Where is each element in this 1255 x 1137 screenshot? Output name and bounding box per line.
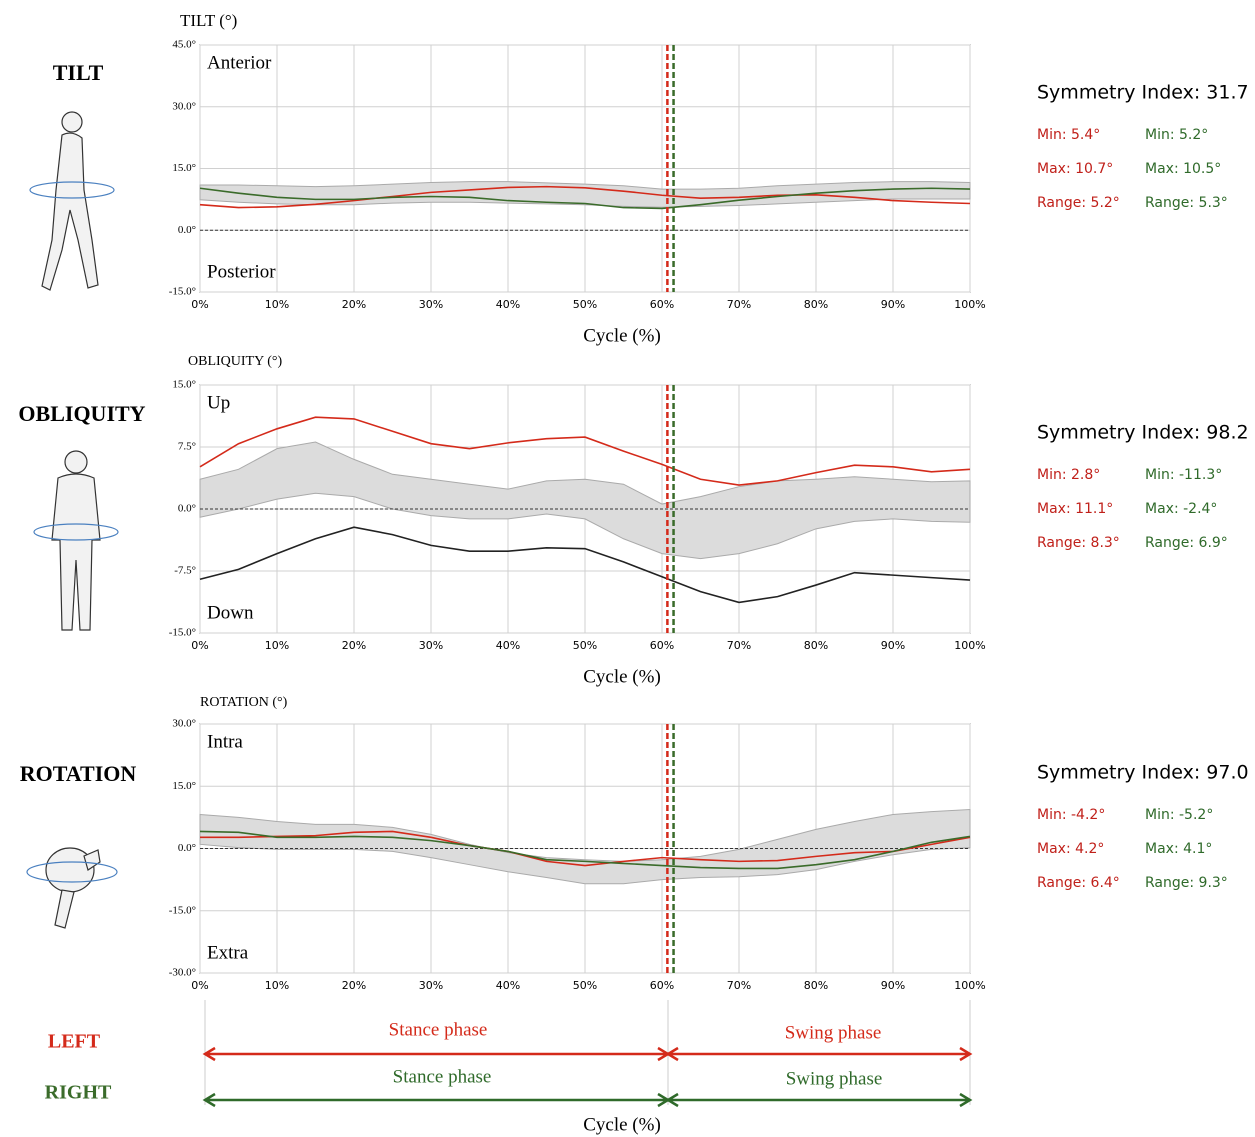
left-stat: Range: 8.3° [1037,535,1120,551]
left-stat: Min: 2.8° [1037,467,1100,483]
x-tick-label: 10% [265,298,289,311]
right-stat: Min: 5.2° [1145,127,1208,143]
x-tick-label: 20% [342,639,366,652]
x-tick-label: 40% [496,639,520,652]
y-tick-label: 0.0° [178,503,196,515]
x-tick-label: 0% [191,979,208,992]
panel-label: TILT [53,60,104,85]
x-tick-label: 40% [496,979,520,992]
x-tick-label: 50% [573,298,597,311]
left-label: LEFT [48,1031,101,1053]
x-tick-label: 30% [419,639,443,652]
left-stat: Range: 5.2° [1037,195,1120,211]
y-tick-label: 15.0° [172,162,196,174]
phase-label: Stance phase [389,1019,488,1040]
x-tick-label: 80% [804,979,828,992]
panel-label: ROTATION [20,761,137,786]
right-stat: Max: 4.1° [1145,841,1212,857]
x-axis-label: Cycle (%) [583,1114,661,1135]
x-tick-label: 70% [727,298,751,311]
symmetry-index: Symmetry Index: 31.7 [1037,82,1249,104]
left-stat: Range: 6.4° [1037,875,1120,891]
y-tick-label: 15.0° [172,379,196,391]
right-stat: Range: 6.9° [1145,535,1228,551]
x-tick-label: 0% [191,639,208,652]
left-stat: Max: 4.2° [1037,841,1104,857]
x-tick-label: 50% [573,639,597,652]
x-tick-label: 60% [650,979,674,992]
x-tick-label: 20% [342,979,366,992]
annotation: Up [207,392,230,413]
left-stat: Min: -4.2° [1037,807,1105,823]
phase-label: Swing phase [786,1068,883,1089]
x-tick-label: 70% [727,639,751,652]
x-tick-label: 30% [419,979,443,992]
x-tick-label: 90% [881,298,905,311]
y-tick-label: 0.0° [178,224,196,236]
x-tick-label: 100% [954,979,985,992]
x-tick-label: 90% [881,639,905,652]
x-tick-label: 90% [881,979,905,992]
right-stat: Min: -11.3° [1145,467,1222,483]
x-tick-label: 50% [573,979,597,992]
y-tick-label: 15.0° [172,780,196,792]
walking-figure [30,112,114,290]
x-axis-label: Cycle (%) [583,666,661,687]
chart-title: OBLIQUITY (°) [188,354,282,369]
annotation: Anterior [207,52,272,73]
right-stat: Range: 9.3° [1145,875,1228,891]
x-tick-label: 60% [650,298,674,311]
chart-title: ROTATION (°) [200,695,288,710]
annotation: Intra [207,731,243,752]
x-tick-label: 40% [496,298,520,311]
y-tick-label: 30.0° [172,718,196,730]
right-stat: Min: -5.2° [1145,807,1213,823]
left-stat: Max: 11.1° [1037,501,1113,517]
x-tick-label: 80% [804,298,828,311]
figure: TILT OBLIQUITY ROTATION LEFT RIGHT Stanc… [0,0,1255,1137]
right-stat: Range: 5.3° [1145,195,1228,211]
x-tick-label: 100% [954,298,985,311]
x-tick-label: 30% [419,298,443,311]
x-tick-label: 10% [265,639,289,652]
x-tick-label: 60% [650,639,674,652]
symmetry-index: Symmetry Index: 97.0 [1037,762,1249,784]
phase-diagram [205,1000,970,1106]
y-tick-label: -15.0° [169,904,196,916]
x-tick-label: 100% [954,639,985,652]
x-tick-label: 20% [342,298,366,311]
annotation: Down [207,602,254,623]
x-axis-label: Cycle (%) [583,325,661,346]
symmetry-index: Symmetry Index: 98.2 [1037,422,1249,444]
x-tick-label: 80% [804,639,828,652]
standing-figure [34,451,118,630]
y-tick-label: 0.0° [178,842,196,854]
left-stat: Min: 5.4° [1037,127,1100,143]
phase-label: Swing phase [785,1022,882,1043]
y-tick-label: -30.0° [169,967,196,979]
y-tick-label: 45.0° [172,39,196,51]
chart-title: TILT (°) [180,11,237,30]
y-tick-label: 30.0° [172,100,196,112]
right-label: RIGHT [45,1082,112,1104]
y-tick-label: -15.0° [169,286,196,298]
x-tick-label: 0% [191,298,208,311]
x-tick-label: 70% [727,979,751,992]
right-stat: Max: 10.5° [1145,161,1221,177]
y-tick-label: -15.0° [169,627,196,639]
right-stat: Max: -2.4° [1145,501,1217,517]
phase-label: Stance phase [393,1066,492,1087]
left-stat: Max: 10.7° [1037,161,1113,177]
panel-label: OBLIQUITY [18,401,145,426]
annotation: Posterior [207,261,276,282]
pelvis-figure [27,848,117,928]
y-tick-label: 7.5° [178,441,196,453]
y-tick-label: -7.5° [174,565,196,577]
x-tick-label: 10% [265,979,289,992]
annotation: Extra [207,942,249,963]
